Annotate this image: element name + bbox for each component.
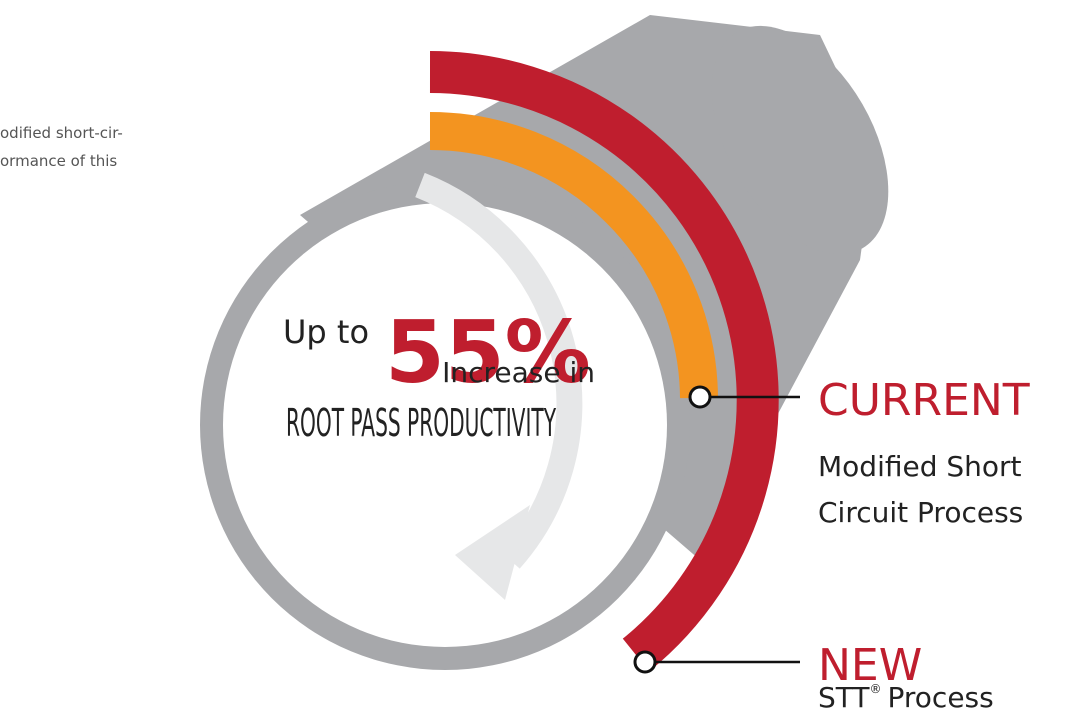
infographic: odified short-cir- ormance of this Up to… xyxy=(0,0,1077,712)
process-name: STT xyxy=(818,681,870,712)
intro-line: ormance of this xyxy=(0,152,117,170)
legend-line: Circuit Process xyxy=(818,496,1023,529)
new-marker xyxy=(635,652,655,672)
intro-line: odified short-cir- xyxy=(0,124,123,142)
headline-subject: ROOT PASS PRODUCTIVITY xyxy=(286,401,556,445)
registered-mark: ® xyxy=(870,682,882,696)
legend-line: Modified Short xyxy=(818,450,1022,483)
process-rest: Process xyxy=(888,681,994,712)
page: odified short-cir- ormance of this Up to… xyxy=(0,0,1077,712)
legend-line: STT® Process xyxy=(818,681,994,712)
headline-prefix: Up to xyxy=(283,313,369,351)
current-marker xyxy=(690,387,710,407)
headline-suffix: Increase in xyxy=(442,356,595,389)
legend-title: CURRENT xyxy=(818,375,1030,426)
